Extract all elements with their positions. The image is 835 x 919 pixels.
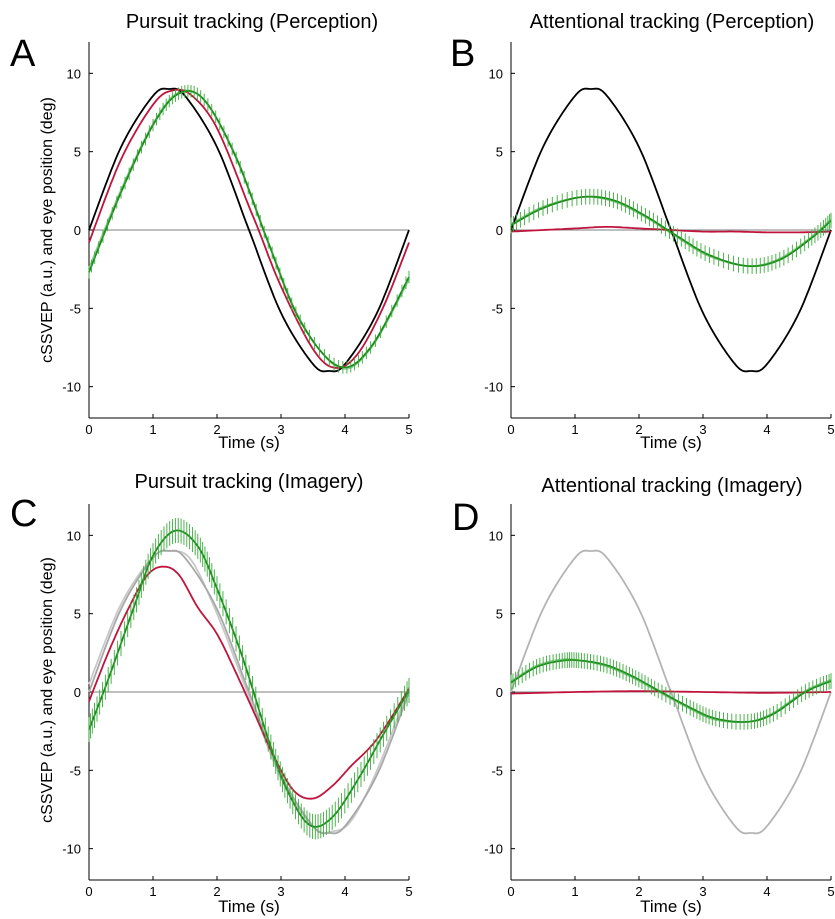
panel-b-y-tick-label: -10 bbox=[484, 380, 503, 395]
panel-a: Pursuit tracking (Perception) A cSSVEP (… bbox=[10, 11, 413, 452]
panel-b-y-tick-label: 0 bbox=[496, 223, 503, 238]
panel-d-x-tick-label: 5 bbox=[827, 884, 834, 899]
panel-a-x-tick-label: 0 bbox=[85, 422, 92, 437]
panel-b-x-tick-label: 0 bbox=[507, 422, 514, 437]
panel-c-title: Pursuit tracking (Imagery) bbox=[135, 471, 364, 493]
panel-a-y-tick-label: 10 bbox=[67, 66, 81, 81]
panel-b-x-tick-label: 2 bbox=[635, 422, 642, 437]
panel-c-y-tick-label: -10 bbox=[62, 842, 81, 857]
panel-d-x-tick-label: 2 bbox=[635, 884, 642, 899]
panel-d-x-tick-label: 3 bbox=[699, 884, 706, 899]
panel-d-letter: D bbox=[452, 497, 479, 539]
panel-d-eye-position-line bbox=[510, 690, 831, 695]
panel-d-y-tick-label: 0 bbox=[496, 685, 503, 700]
panel-c-x-tick-label: 0 bbox=[85, 884, 92, 899]
panel-a-stimulus-line bbox=[88, 87, 410, 373]
panel-a-eye-position-line bbox=[88, 88, 410, 369]
panel-c-x-tick-label: 4 bbox=[341, 884, 348, 899]
panel-b: Attentional tracking (Perception) B Time… bbox=[450, 11, 835, 452]
panel-a-plot: 0 1 2 3 4 5 -10 -5 0 5 10 bbox=[62, 42, 413, 437]
panel-c-y-tick-label: -5 bbox=[69, 763, 81, 778]
panel-b-x-tick-label: 4 bbox=[763, 422, 770, 437]
panel-a-y-tick-label: 5 bbox=[74, 145, 81, 160]
panel-c-x-tick-label: 1 bbox=[149, 884, 156, 899]
panel-a-y-tick-label: -10 bbox=[62, 380, 81, 395]
panel-a-y-tick-label: 0 bbox=[74, 223, 81, 238]
panel-b-y-tick-label: -5 bbox=[491, 301, 503, 316]
panel-b-y-tick-label: 10 bbox=[489, 66, 503, 81]
panel-b-eye-position-line bbox=[510, 226, 831, 234]
panel-a-x-tick-label: 5 bbox=[405, 422, 412, 437]
panel-b-x-tick-label: 3 bbox=[699, 422, 706, 437]
panel-c: Pursuit tracking (Imagery) C cSSVEP (a.u… bbox=[10, 471, 413, 916]
panel-d-y-tick-label: 10 bbox=[489, 528, 503, 543]
panel-b-y-tick-label: 5 bbox=[496, 145, 503, 160]
panel-a-x-tick-label: 3 bbox=[277, 422, 284, 437]
panel-a-x-tick-label: 2 bbox=[213, 422, 220, 437]
panel-c-x-tick-label: 5 bbox=[405, 884, 412, 899]
panel-d-title: Attentional tracking (Imagery) bbox=[541, 475, 802, 497]
panel-c-y-tick-label: 10 bbox=[67, 528, 81, 543]
panel-d-y-tick-label: -5 bbox=[491, 763, 503, 778]
panel-b-xlabel: Time (s) bbox=[640, 433, 702, 452]
panel-b-x-tick-label: 5 bbox=[827, 422, 834, 437]
panel-d-plot: 0 1 2 3 4 5 -10 -5 0 5 10 bbox=[484, 504, 835, 899]
panel-c-xlabel: Time (s) bbox=[218, 897, 280, 916]
panel-d-x-tick-label: 0 bbox=[507, 884, 514, 899]
panel-d-x-tick-label: 1 bbox=[571, 884, 578, 899]
panel-d-y-tick-label: 5 bbox=[496, 607, 503, 622]
panel-a-xlabel: Time (s) bbox=[218, 433, 280, 452]
panel-c-y-tick-label: 5 bbox=[74, 607, 81, 622]
panel-a-x-tick-label: 4 bbox=[341, 422, 348, 437]
panel-c-x-tick-label: 3 bbox=[277, 884, 284, 899]
panel-a-x-tick-label: 1 bbox=[149, 422, 156, 437]
panel-b-x-tick-label: 1 bbox=[571, 422, 578, 437]
panel-a-letter: A bbox=[10, 33, 36, 75]
panel-d-x-tick-label: 4 bbox=[763, 884, 770, 899]
panel-b-plot: 0 1 2 3 4 5 -10 -5 0 5 10 bbox=[484, 42, 835, 437]
panel-c-plot: 0 1 2 3 4 5 -10 -5 0 5 10 bbox=[62, 504, 413, 899]
panel-a-y-tick-label: -5 bbox=[69, 301, 81, 316]
panel-a-ylabel: cSSVEP (a.u.) and eye position (deg) bbox=[39, 97, 56, 363]
panel-b-title: Attentional tracking (Perception) bbox=[530, 11, 815, 33]
panel-b-cssvep-mean-line bbox=[510, 195, 832, 268]
panel-c-ylabel: cSSVEP (a.u.) and eye position (deg) bbox=[39, 557, 56, 823]
panel-c-x-tick-label: 2 bbox=[213, 884, 220, 899]
panel-d-xlabel: Time (s) bbox=[640, 897, 702, 916]
panel-d: Attentional tracking (Imagery) D Time (s… bbox=[452, 475, 835, 916]
panel-c-y-tick-label: 0 bbox=[74, 685, 81, 700]
panel-b-letter: B bbox=[450, 33, 475, 75]
panel-a-title: Pursuit tracking (Perception) bbox=[126, 11, 378, 33]
panel-d-y-tick-label: -10 bbox=[484, 842, 503, 857]
panel-c-letter: C bbox=[10, 493, 37, 535]
